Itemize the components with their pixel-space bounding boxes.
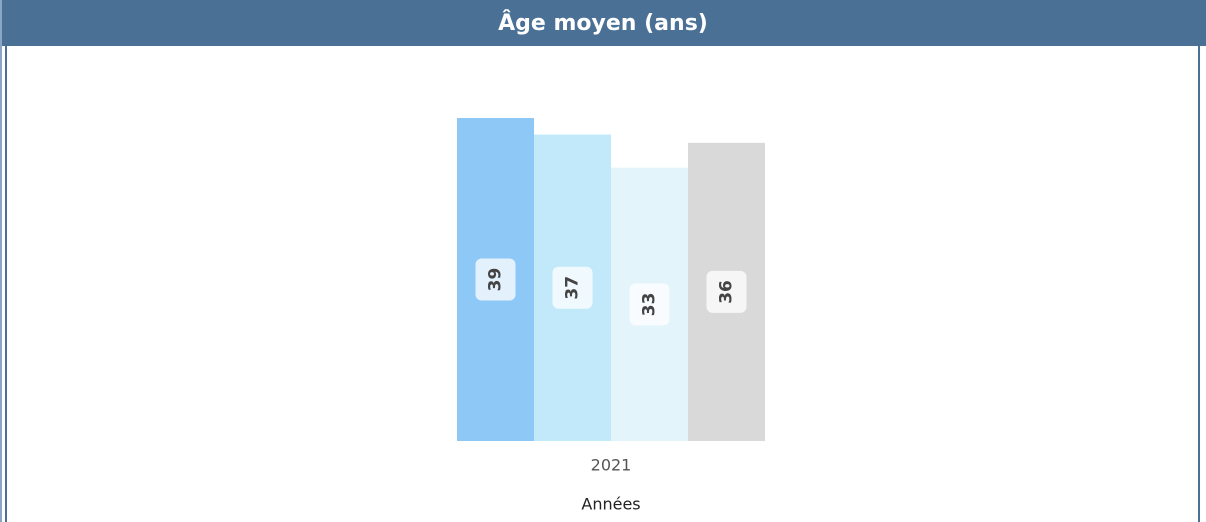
data-label: 36 <box>717 280 737 304</box>
x-axis-label: Années <box>581 495 640 514</box>
data-label-box <box>552 266 593 309</box>
data-label: 33 <box>640 293 660 317</box>
data-label-box <box>629 283 670 326</box>
chart-title: Âge moyen (ans) <box>498 10 708 36</box>
data-label: 37 <box>563 276 583 300</box>
header-bar <box>0 0 1206 46</box>
data-label: 39 <box>486 268 506 292</box>
x-tick-label: 2021 <box>591 456 632 475</box>
data-label-box <box>706 270 747 313</box>
data-label-box <box>475 258 516 301</box>
